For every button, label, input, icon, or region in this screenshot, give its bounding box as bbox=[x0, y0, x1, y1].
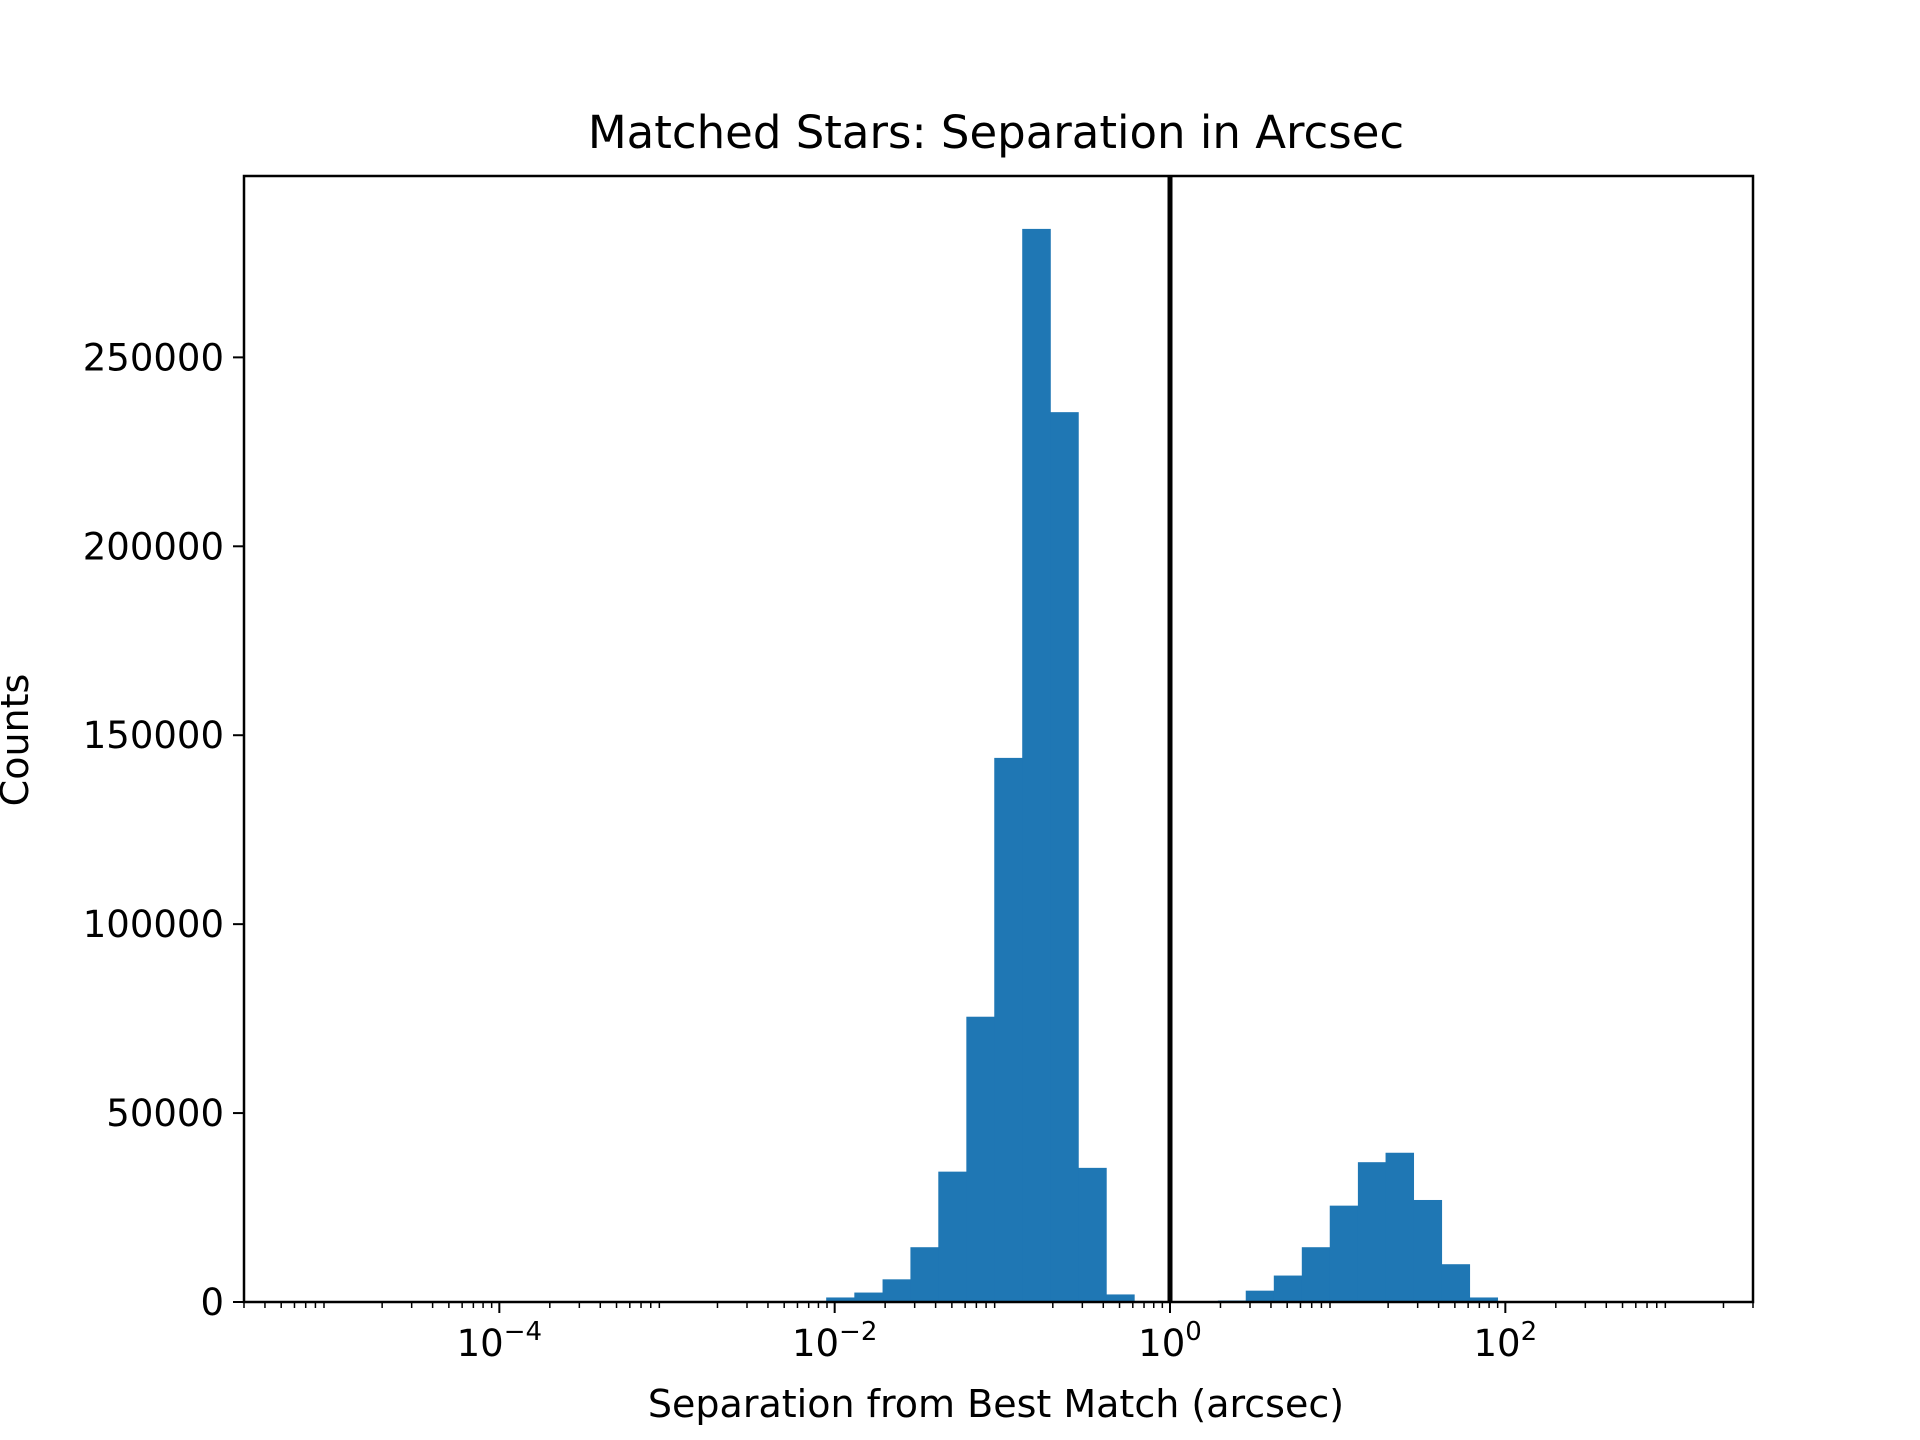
histogram-bar bbox=[1022, 228, 1051, 1302]
x-tick-label: 100 bbox=[1138, 1317, 1202, 1365]
y-tick-label: 250000 bbox=[83, 336, 224, 379]
histogram-bar bbox=[854, 1292, 884, 1302]
histogram-bar bbox=[1106, 1294, 1135, 1302]
histogram-bar bbox=[1469, 1297, 1499, 1302]
y-tick-label: 150000 bbox=[83, 714, 224, 757]
y-tick-label: 50000 bbox=[106, 1092, 224, 1135]
histogram-bar bbox=[1329, 1205, 1359, 1302]
y-tick-label: 200000 bbox=[83, 525, 224, 568]
x-axis-label: Separation from Best Match (arcsec) bbox=[648, 1382, 1344, 1426]
histogram-bar bbox=[910, 1247, 939, 1302]
histogram-bar bbox=[994, 757, 1023, 1302]
histogram-bar bbox=[938, 1171, 967, 1302]
histogram-bar bbox=[1050, 412, 1079, 1302]
histogram-bar bbox=[1078, 1167, 1107, 1302]
histogram-bar bbox=[882, 1279, 912, 1302]
x-tick-label: 102 bbox=[1474, 1317, 1538, 1365]
plot-frame bbox=[242, 174, 1755, 1304]
histogram-bar bbox=[1245, 1290, 1275, 1302]
histogram-bar bbox=[826, 1297, 855, 1302]
histogram-bar bbox=[1301, 1247, 1331, 1302]
histogram-bar bbox=[1413, 1199, 1443, 1302]
chart-title: Matched Stars: Separation in Arcsec bbox=[588, 106, 1404, 159]
y-axis-label: Counts bbox=[0, 674, 37, 807]
x-tick-label: 10−2 bbox=[792, 1317, 877, 1365]
bars-group bbox=[798, 228, 1499, 1302]
x-tick-label: 10−4 bbox=[457, 1317, 542, 1365]
y-tick-label: 0 bbox=[200, 1281, 224, 1324]
histogram-bar bbox=[966, 1016, 995, 1302]
histogram-bar bbox=[1357, 1162, 1387, 1302]
y-axis-ticks: 0 50000 100000 150000 200000 250000 bbox=[83, 336, 244, 1324]
histogram-bar bbox=[1385, 1152, 1415, 1302]
histogram-bar bbox=[1273, 1275, 1303, 1302]
histogram-bar bbox=[1441, 1264, 1471, 1302]
y-tick-label: 100000 bbox=[83, 903, 224, 946]
